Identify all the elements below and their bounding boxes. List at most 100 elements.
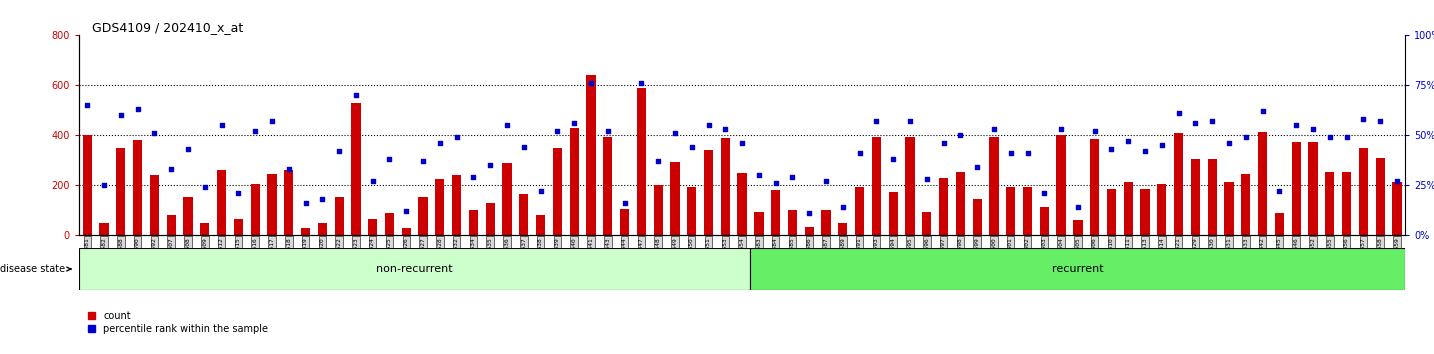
Point	[1385, 178, 1408, 184]
Point	[764, 181, 787, 186]
Point	[529, 189, 552, 194]
Bar	[184, 197, 192, 235]
Point	[982, 127, 1005, 132]
Bar	[989, 137, 998, 235]
Bar	[99, 223, 109, 235]
Point	[512, 144, 535, 150]
Point	[1117, 138, 1140, 144]
Point	[747, 173, 770, 178]
Bar	[369, 219, 377, 235]
Point	[1235, 135, 1258, 140]
Point	[1032, 190, 1055, 196]
Bar	[637, 88, 645, 235]
Point	[277, 167, 300, 172]
Bar	[939, 178, 948, 235]
Bar	[1242, 174, 1250, 235]
Point	[865, 119, 888, 124]
Point	[579, 81, 602, 86]
Point	[1318, 135, 1341, 140]
Point	[932, 141, 955, 146]
Point	[1017, 150, 1040, 156]
Bar	[822, 210, 830, 235]
Point	[562, 121, 585, 126]
Bar	[1174, 133, 1183, 235]
Bar	[839, 223, 847, 235]
Bar	[1022, 187, 1032, 235]
Point	[327, 149, 350, 154]
Bar	[79, 248, 750, 290]
Point	[1352, 116, 1375, 122]
Point	[965, 165, 988, 170]
Point	[159, 167, 182, 172]
Bar	[83, 135, 92, 235]
Bar	[536, 215, 545, 235]
Point	[344, 93, 367, 98]
Point	[429, 141, 452, 146]
Point	[211, 122, 234, 128]
Point	[949, 132, 972, 138]
Bar	[486, 203, 495, 235]
Point	[647, 159, 670, 164]
Bar	[1375, 158, 1385, 235]
Bar	[1207, 159, 1217, 235]
Point	[1067, 205, 1090, 210]
Point	[311, 196, 334, 202]
Bar	[737, 173, 747, 235]
Bar	[166, 215, 176, 235]
Bar	[267, 174, 277, 235]
Point	[93, 183, 116, 188]
Bar	[1090, 139, 1100, 235]
Bar	[201, 223, 209, 235]
Bar	[972, 199, 982, 235]
Point	[1250, 109, 1273, 114]
Point	[76, 103, 99, 108]
Bar	[1325, 172, 1335, 235]
Bar	[436, 179, 445, 235]
Bar	[1275, 213, 1283, 235]
Point	[1302, 127, 1325, 132]
Point	[445, 135, 467, 140]
Bar	[1258, 132, 1268, 235]
Bar	[351, 103, 360, 235]
Bar	[905, 137, 915, 235]
Bar	[234, 219, 242, 235]
Bar	[217, 170, 227, 235]
Point	[244, 129, 267, 134]
Point	[832, 205, 855, 210]
Point	[614, 201, 637, 206]
Point	[546, 129, 569, 134]
Point	[462, 175, 485, 180]
Point	[630, 81, 652, 86]
Bar	[604, 137, 612, 235]
Bar	[587, 75, 595, 235]
Point	[1167, 110, 1190, 116]
Point	[109, 113, 132, 118]
Point	[915, 177, 938, 182]
Bar	[1124, 182, 1133, 235]
Bar	[1308, 142, 1318, 235]
Point	[1100, 147, 1123, 152]
Point	[1368, 119, 1391, 124]
Bar	[1057, 135, 1065, 235]
Point	[597, 129, 619, 134]
Bar	[687, 187, 697, 235]
Point	[797, 211, 820, 216]
Point	[496, 122, 519, 128]
Legend: count, percentile rank within the sample: count, percentile rank within the sample	[83, 307, 272, 337]
Bar	[855, 187, 865, 235]
Bar	[1140, 189, 1150, 235]
Point	[261, 119, 284, 124]
Point	[126, 107, 149, 112]
Bar	[787, 210, 797, 235]
Bar	[922, 212, 932, 235]
Bar	[452, 176, 462, 235]
Point	[1285, 122, 1308, 128]
Point	[680, 144, 703, 150]
Bar	[619, 209, 630, 235]
Point	[697, 122, 720, 128]
Point	[379, 156, 402, 162]
Bar	[1292, 142, 1301, 235]
Bar	[704, 150, 713, 235]
Point	[847, 150, 870, 156]
Point	[1200, 119, 1223, 124]
